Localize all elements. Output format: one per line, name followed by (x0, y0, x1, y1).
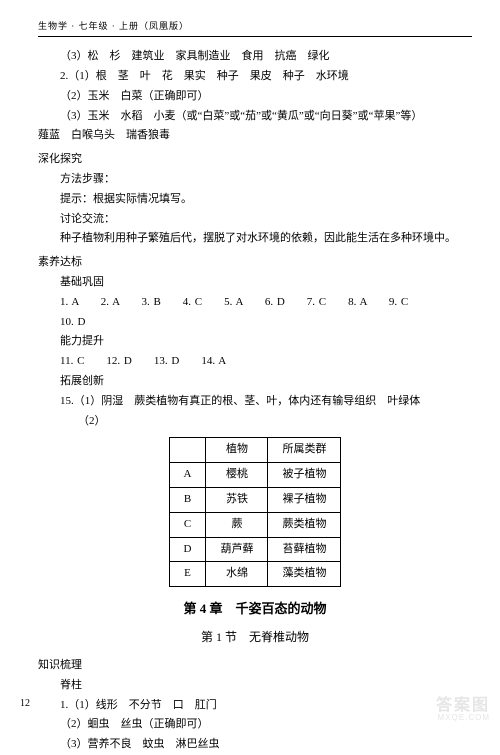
table-cell: 被子植物 (268, 463, 341, 488)
table-cell: 水绵 (206, 562, 268, 587)
body-line: （3）玉米 水稻 小麦（或“白菜”或“茄”或“黄瓜”或“向日葵”或“苹果”等） (38, 107, 472, 127)
subsection-base: 基础巩固 (38, 273, 472, 293)
table-row: A 樱桃 被子植物 (169, 463, 341, 488)
answer-row: 10. D (38, 313, 472, 333)
table-cell: A (169, 463, 206, 488)
deep-step: 方法步骤： (38, 170, 472, 190)
body-line: （2）玉米 白菜（正确即可） (38, 87, 472, 107)
section-title: 第 1 节 无脊椎动物 (38, 627, 472, 649)
watermark-url: MXQE.COM (438, 711, 490, 725)
answer-row: 11. C 12. D 13. D 14. A (38, 352, 472, 372)
table-header-row: 植物 所属类群 (169, 438, 341, 463)
deep-step: 讨论交流： (38, 210, 472, 230)
deep-step: 种子植物利用种子繁殖后代，摆脱了对水环境的依赖，因此能生活在多种环境中。 (38, 229, 472, 249)
subsection-innovate: 拓展创新 (38, 372, 472, 392)
subsection-ability: 能力提升 (38, 332, 472, 352)
table-cell: 裸子植物 (268, 487, 341, 512)
table-row: B 苏铁 裸子植物 (169, 487, 341, 512)
table-header-cell: 所属类群 (268, 438, 341, 463)
table-row: C 蕨 蕨类植物 (169, 512, 341, 537)
body-line: （3）松 杉 建筑业 家具制造业 食用 抗癌 绿化 (38, 47, 472, 67)
q15-part1: 15.（1）阴湿 蕨类植物有真正的根、茎、叶，体内还有输导组织 叶绿体 (38, 392, 472, 412)
body-line: 薤蓝 白喉乌头 瑞香狼毒 (38, 126, 472, 146)
table-row: D 葫芦藓 苔藓植物 (169, 537, 341, 562)
table-header-cell: 植物 (206, 438, 268, 463)
knowledge-line: 脊柱 (38, 676, 472, 696)
table-cell: 苏铁 (206, 487, 268, 512)
table-row: E 水绵 藻类植物 (169, 562, 341, 587)
table-cell: 蕨 (206, 512, 268, 537)
plant-table: 植物 所属类群 A 樱桃 被子植物 B 苏铁 裸子植物 C 蕨 蕨类植物 D 葫… (169, 437, 342, 587)
table-cell: C (169, 512, 206, 537)
table-cell: 葫芦藓 (206, 537, 268, 562)
deep-step: 提示：根据实际情况填写。 (38, 190, 472, 210)
table-cell: D (169, 537, 206, 562)
table-cell: 樱桃 (206, 463, 268, 488)
section-deep-title: 深化探究 (38, 150, 472, 170)
knowledge-line: 1.（1）线形 不分节 口 肛门 (38, 696, 472, 716)
page-header: 生物学 · 七年级 · 上册（凤凰版） (38, 18, 472, 37)
page-number: 12 (20, 695, 30, 713)
table-cell: E (169, 562, 206, 587)
table-cell: 蕨类植物 (268, 512, 341, 537)
body-line: 2.（1）根 茎 叶 花 果实 种子 果皮 种子 水环境 (38, 67, 472, 87)
table-cell: 苔藓植物 (268, 537, 341, 562)
table-cell: 藻类植物 (268, 562, 341, 587)
table-header-cell (169, 438, 206, 463)
knowledge-line: （2）蛔虫 丝虫（正确即可） (38, 715, 472, 735)
table-cell: B (169, 487, 206, 512)
section-standard-title: 素养达标 (38, 253, 472, 273)
knowledge-line: （3）营养不良 蚊虫 淋巴丝虫 (38, 735, 472, 755)
knowledge-title: 知识梳理 (38, 656, 472, 676)
chapter-title: 第 4 章 千姿百态的动物 (38, 597, 472, 620)
answer-row: 1. A 2. A 3. B 4. C 5. A 6. D 7. C 8. A … (38, 293, 472, 313)
q15-part2: （2） (38, 412, 472, 432)
